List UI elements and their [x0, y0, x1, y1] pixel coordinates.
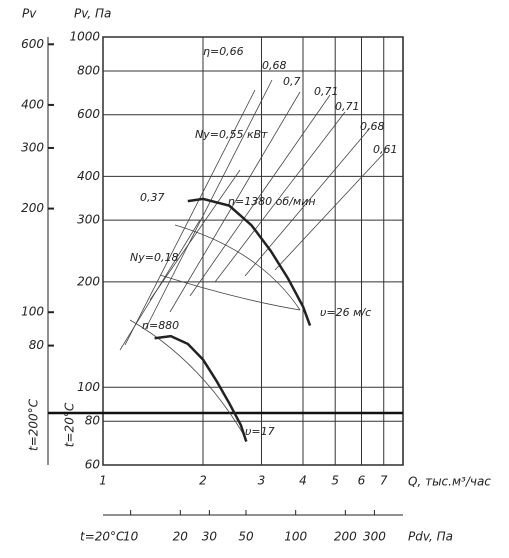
- y2-tick-label: 600: [21, 37, 44, 51]
- guide-line: [274, 151, 386, 271]
- annotation: υ=26 м/с: [320, 306, 371, 319]
- y-tick-label: 100: [77, 380, 100, 394]
- guide-curve: [174, 224, 301, 311]
- guide-line: [144, 79, 273, 331]
- series-label: n=880: [142, 319, 179, 332]
- x2-tick-label: 200: [334, 530, 357, 544]
- y-tick-label: 60: [85, 458, 101, 472]
- y2-tick-label: 400: [21, 97, 44, 111]
- y2-temp-label: t=200°C: [27, 398, 41, 451]
- x-axis-title: Q, тыс.м³/час: [408, 475, 491, 489]
- x2-tick-label: 10: [123, 530, 139, 544]
- x-tick-label: 6: [358, 474, 366, 488]
- y2-tick-label: 100: [21, 305, 44, 319]
- y2-tick-label: 80: [29, 338, 45, 352]
- guide-line: [189, 94, 331, 297]
- guide-line: [119, 219, 201, 351]
- y2-tick-label: 300: [21, 140, 44, 154]
- y-tick-label: 200: [77, 274, 100, 288]
- x2-tick-label: 100: [284, 530, 307, 544]
- series-label: n=1380 об/мин: [228, 195, 316, 208]
- x2-tick-label: 50: [238, 530, 254, 544]
- y2-axis-title: Pv: [22, 7, 37, 21]
- x2-temp-label: t=20°C: [80, 530, 125, 544]
- x-tick-label: 2: [199, 474, 207, 488]
- x2-tick-label: 300: [363, 530, 386, 544]
- annotation: η=0,66: [203, 45, 244, 58]
- annotation: 0,71: [314, 85, 339, 98]
- annotation: 0,68: [262, 59, 287, 72]
- x2-tick-label: 20: [173, 530, 189, 544]
- y-tick-label: 300: [77, 213, 100, 227]
- annotation: 0,68: [360, 120, 385, 133]
- x-tick-label: 5: [331, 474, 339, 488]
- guide-line: [214, 111, 346, 283]
- guide-line: [149, 169, 241, 301]
- annotation: Nу=0,55 кВт: [195, 128, 268, 141]
- x-tick-label: 4: [299, 474, 307, 488]
- guide-line: [124, 89, 256, 346]
- y-tick-label: 600: [77, 107, 100, 121]
- x2-axis-title: Pdv, Па: [408, 530, 453, 544]
- guide-line: [169, 91, 301, 313]
- x-tick-label: 1: [99, 474, 107, 488]
- annotation: 0,7: [283, 75, 301, 88]
- y2-tick-label: 200: [21, 201, 44, 215]
- annotation: 0,37: [140, 191, 165, 204]
- y-temp-label: t=20°C: [63, 402, 77, 447]
- x-tick-label: 3: [258, 474, 266, 488]
- annotation: 0,61: [373, 143, 398, 156]
- fan-curve: [187, 197, 312, 327]
- y-tick-label: 1000: [69, 30, 100, 44]
- annotation: Nу=0,18: [130, 251, 178, 264]
- y-axis-title: Pv, Па: [74, 7, 111, 21]
- fan-curve: [154, 334, 248, 442]
- x-tick-label: 7: [380, 474, 388, 488]
- x2-tick-label: 30: [202, 530, 218, 544]
- annotation: υ=17: [245, 425, 275, 438]
- y-tick-label: 400: [77, 169, 100, 183]
- annotation: 0,71: [335, 100, 360, 113]
- y-tick-label: 800: [77, 63, 100, 77]
- guide-line: [244, 127, 371, 277]
- guide-curve: [129, 319, 246, 438]
- y-tick-label: 80: [85, 414, 101, 428]
- guide-curve: [159, 274, 301, 311]
